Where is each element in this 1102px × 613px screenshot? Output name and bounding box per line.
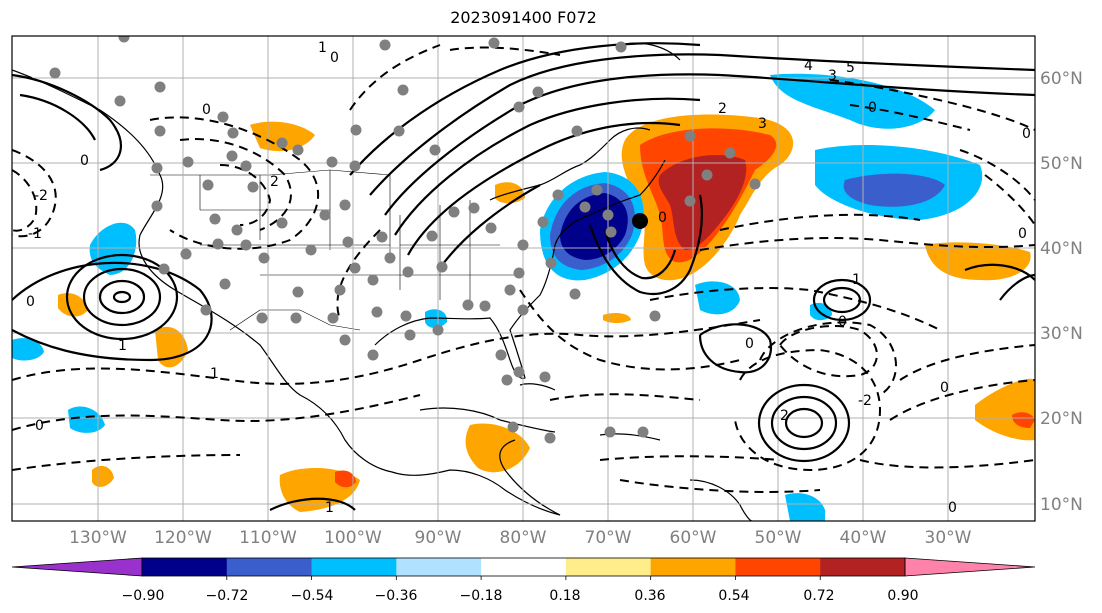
svg-text:60°N: 60°N xyxy=(1040,69,1083,89)
colorbar-segment xyxy=(820,558,906,576)
svg-text:60°W: 60°W xyxy=(670,528,717,548)
svg-text:0: 0 xyxy=(948,500,957,516)
svg-text:0: 0 xyxy=(658,210,667,226)
svg-text:0: 0 xyxy=(868,100,877,116)
svg-text:2: 2 xyxy=(270,174,279,190)
colorbar-segment xyxy=(142,558,228,576)
svg-text:40°W: 40°W xyxy=(840,528,887,548)
colorbar-tick-label: 0.90 xyxy=(887,588,918,604)
colorbar-tick-label: −0.72 xyxy=(206,588,249,604)
colorbar-tick-labels: −0.90 −0.72 −0.54 −0.36 −0.18 0.18 0.36 … xyxy=(122,588,919,604)
svg-text:1: 1 xyxy=(325,500,334,516)
svg-text:0: 0 xyxy=(202,102,211,118)
storm-center-marker xyxy=(632,213,648,229)
latitude-axis-labels: 60°N 50°N 40°N 30°N 20°N 10°N xyxy=(1040,69,1083,515)
colorbar-tick-label: 0.36 xyxy=(634,588,665,604)
svg-text:-2: -2 xyxy=(858,393,872,409)
svg-text:1: 1 xyxy=(210,366,219,382)
colorbar-segment xyxy=(650,558,736,576)
map-title: 2023091400 F072 xyxy=(450,8,597,27)
svg-text:70°W: 70°W xyxy=(585,528,632,548)
svg-text:0: 0 xyxy=(26,294,35,310)
map-frame xyxy=(11,35,1036,522)
svg-text:120°W: 120°W xyxy=(154,528,212,548)
svg-text:110°W: 110°W xyxy=(239,528,297,548)
colorbar-tick-label: 0.18 xyxy=(549,588,580,604)
svg-text:0: 0 xyxy=(745,336,754,352)
svg-text:0: 0 xyxy=(330,50,339,66)
svg-text:30°N: 30°N xyxy=(1040,324,1083,344)
svg-text:100°W: 100°W xyxy=(324,528,382,548)
svg-text:0: 0 xyxy=(1018,226,1027,242)
colorbar-segment xyxy=(226,558,313,576)
svg-text:50°N: 50°N xyxy=(1040,154,1083,174)
coastlines xyxy=(12,42,753,521)
darkest-warm-core xyxy=(658,155,747,250)
svg-text:3: 3 xyxy=(828,68,837,84)
colorbar-tick-label: −0.36 xyxy=(375,588,418,604)
contour-value-labels: 0 1 1 0 2 1 0 0 2 3 4 3 5 0 1 0 0 -2 2 0… xyxy=(26,40,1031,516)
svg-text:0: 0 xyxy=(35,418,44,434)
svg-text:30°W: 30°W xyxy=(925,528,972,548)
svg-text:10°N: 10°N xyxy=(1040,495,1083,515)
longitude-axis-labels: 130°W 120°W 110°W 100°W 90°W 80°W 70°W 6… xyxy=(69,528,972,548)
svg-text:-1: -1 xyxy=(28,226,42,242)
svg-text:0: 0 xyxy=(1022,126,1031,142)
colorbar-segment xyxy=(396,558,482,576)
colorbar-segment xyxy=(735,558,821,576)
svg-text:80°W: 80°W xyxy=(500,528,547,548)
svg-text:2: 2 xyxy=(718,101,727,117)
svg-text:1: 1 xyxy=(318,40,327,56)
svg-text:130°W: 130°W xyxy=(69,528,127,548)
svg-text:20°N: 20°N xyxy=(1040,409,1083,429)
colorbar-extend-low xyxy=(11,557,143,577)
dashed-contours xyxy=(12,44,1035,493)
svg-text:1: 1 xyxy=(118,338,127,354)
colorbar-tick-label: −0.18 xyxy=(460,588,503,604)
political-borders xyxy=(150,169,520,331)
colorbar-tick-label: −0.90 xyxy=(122,588,165,604)
colorbar-segment xyxy=(311,558,397,576)
svg-text:2: 2 xyxy=(780,408,789,424)
colorbar-segment xyxy=(565,558,652,576)
colorbar-tick-label: −0.54 xyxy=(291,588,334,604)
svg-text:4: 4 xyxy=(804,58,813,74)
svg-text:90°W: 90°W xyxy=(415,528,462,548)
svg-text:0: 0 xyxy=(838,314,847,330)
svg-text:3: 3 xyxy=(758,116,767,132)
station-markers xyxy=(49,36,761,444)
colorbar xyxy=(11,557,1036,580)
colorbar-frame xyxy=(141,557,906,577)
svg-text:40°N: 40°N xyxy=(1040,239,1083,259)
svg-text:5: 5 xyxy=(846,60,855,76)
svg-text:0: 0 xyxy=(940,380,949,396)
svg-text:1: 1 xyxy=(852,272,861,288)
svg-text:0: 0 xyxy=(80,153,89,169)
cold-anomaly-north-atlantic xyxy=(770,73,935,129)
svg-text:50°W: 50°W xyxy=(755,528,802,548)
solid-contours xyxy=(12,42,1035,511)
colorbar-tick-label: 0.54 xyxy=(718,588,749,604)
svg-text:-2: -2 xyxy=(34,188,48,204)
colorbar-segment xyxy=(481,558,567,576)
colorbar-extend-high xyxy=(904,557,1036,577)
colorbar-tick-label: 0.72 xyxy=(803,588,834,604)
